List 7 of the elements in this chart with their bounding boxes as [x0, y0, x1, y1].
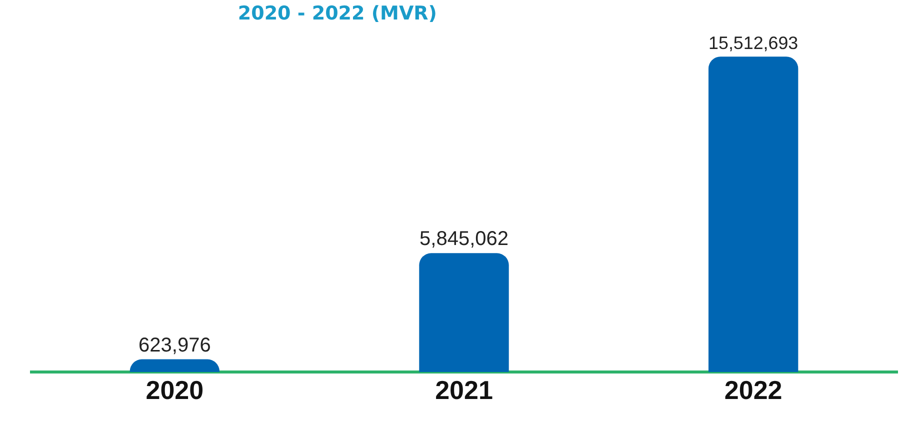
data-label: 623,976 [138, 334, 211, 356]
x-tick-label: 2021 [435, 375, 493, 405]
data-label: 15,512,693 [708, 33, 798, 54]
chart-title: 2020 - 2022 (MVR) [238, 2, 437, 25]
data-label: 5,845,062 [420, 228, 508, 250]
x-tick-label: 2022 [724, 375, 782, 405]
x-tick-label: 2020 [146, 375, 204, 405]
